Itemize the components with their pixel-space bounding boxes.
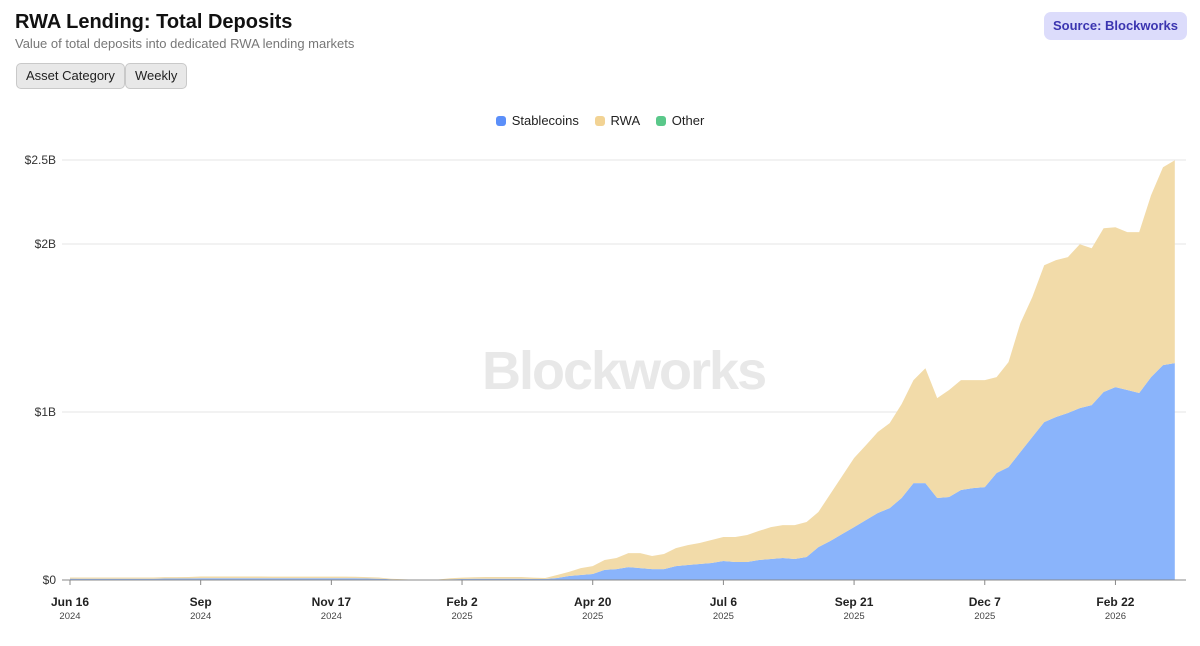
y-tick-label: $2.5B [25,153,56,167]
x-tick-label: Nov 17 [312,595,352,609]
legend-label: RWA [610,113,641,128]
x-tick-year: 2025 [844,611,865,622]
chart-legend: Stablecoins RWA Other [0,113,1200,128]
x-tick-label: Dec 7 [969,595,1001,609]
x-tick-label: Feb 22 [1096,595,1134,609]
x-tick-label: Sep 21 [835,595,874,609]
x-tick-label: Apr 20 [574,595,612,609]
asset-category-button[interactable]: Asset Category [16,63,125,89]
x-tick-year: 2025 [582,611,603,622]
watermark-logo: Blockworks [482,341,767,401]
legend-label: Stablecoins [511,113,579,128]
x-tick-label: Sep [190,595,212,609]
legend-label: Other [671,113,705,128]
area-rwa [70,160,1175,580]
x-tick-year: 2026 [1105,611,1126,622]
weekly-button[interactable]: Weekly [125,63,188,89]
y-tick-label: $2B [35,237,56,251]
x-tick-year: 2025 [974,611,995,622]
x-tick-label: Jun 16 [51,595,89,609]
x-tick-year: 2024 [190,611,211,622]
legend-swatch-other [655,116,666,126]
legend-stablecoins[interactable]: Stablecoins [495,113,579,128]
legend-other[interactable]: Other [655,113,705,128]
x-tick-year: 2024 [321,611,342,622]
y-tick-label: $1B [35,405,56,419]
area-stablecoins [70,363,1175,580]
x-tick-year: 2024 [59,611,80,622]
page-title: RWA Lending: Total Deposits [15,11,293,33]
legend-rwa[interactable]: RWA [594,113,641,128]
x-tick-year: 2025 [451,611,472,622]
legend-swatch-stablecoins [495,116,506,126]
source-badge[interactable]: Source: Blockworks [1044,12,1187,40]
x-tick-label: Feb 2 [446,595,478,609]
legend-swatch-rwa [594,116,605,126]
x-tick-year: 2025 [713,611,734,622]
y-tick-label: $0 [43,573,57,587]
page-subtitle: Value of total deposits into dedicated R… [15,36,355,51]
x-tick-label: Jul 6 [710,595,738,609]
